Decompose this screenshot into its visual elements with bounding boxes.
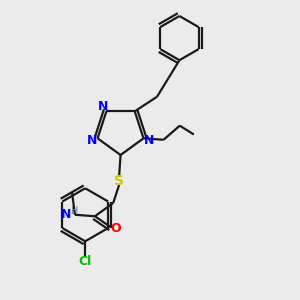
Text: H: H <box>71 206 78 216</box>
Text: N: N <box>87 134 97 147</box>
Text: N: N <box>61 208 71 221</box>
Text: Cl: Cl <box>79 254 92 268</box>
Text: O: O <box>110 222 121 236</box>
Text: N: N <box>144 134 154 147</box>
Text: S: S <box>114 174 124 188</box>
Text: N: N <box>98 100 108 113</box>
